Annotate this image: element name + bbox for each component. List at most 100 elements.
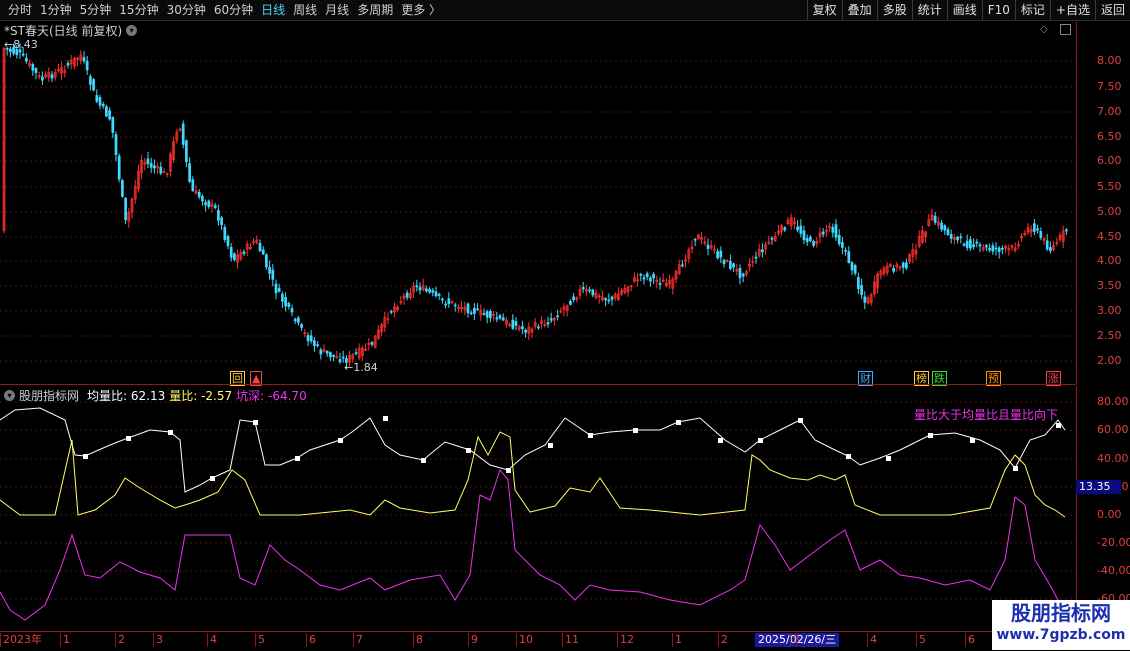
candle-body <box>325 350 329 354</box>
chevron-down-icon[interactable]: ▾ <box>126 25 138 36</box>
candle-body <box>338 359 342 363</box>
candle-body <box>207 200 211 208</box>
toolbar-button-2[interactable]: 多股 <box>876 0 912 20</box>
toolbar-button-0[interactable]: 复权 <box>806 0 842 20</box>
indicator-marker <box>718 438 723 443</box>
chart-canvas[interactable] <box>0 0 1076 631</box>
event-marker[interactable]: 财 <box>858 371 873 386</box>
candle-body <box>553 317 556 321</box>
candle-body <box>114 134 118 155</box>
candle-body <box>133 186 137 200</box>
candle-body <box>25 57 28 62</box>
period-tab-7[interactable]: 周线 <box>293 3 318 17</box>
toolbar-button-4[interactable]: 画线 <box>946 0 982 20</box>
price-tick: 3.00 <box>1097 304 1122 317</box>
candle-body <box>773 236 777 242</box>
event-marker[interactable]: 预 <box>986 371 1001 386</box>
candle-body <box>140 159 143 174</box>
candle-body <box>828 225 831 228</box>
candle-body <box>389 311 393 313</box>
candle-body <box>457 307 460 309</box>
maximize-icon[interactable] <box>1060 24 1071 35</box>
candle-body <box>735 269 739 272</box>
toolbar-button-1[interactable]: 叠加 <box>841 0 877 20</box>
event-marker[interactable]: ▲ <box>250 371 263 386</box>
candle-body <box>914 249 918 255</box>
event-marker[interactable]: 涨 <box>1046 371 1061 386</box>
date-tick: 5 <box>255 633 265 647</box>
candle-body <box>437 293 441 296</box>
event-marker[interactable]: 回 <box>230 371 245 386</box>
candle-body <box>261 249 265 255</box>
toolbar-button-3[interactable]: 统计 <box>911 0 947 20</box>
candle-body <box>949 234 953 239</box>
indicator-values: 均量比: 62.13 量比: -2.57 坑深: -64.70 <box>83 387 307 404</box>
toolbar-button-8[interactable]: 返回 <box>1094 0 1130 20</box>
candle-body <box>940 222 943 230</box>
candle-body <box>316 344 319 347</box>
period-tab-10[interactable]: 更多 〉 <box>401 3 442 17</box>
candle-body <box>809 236 812 242</box>
candle-body <box>402 295 406 299</box>
date-tick: 3 <box>790 633 800 647</box>
candle-body <box>837 235 841 245</box>
candle-body <box>98 97 102 106</box>
candle-body <box>85 60 89 71</box>
candle-body <box>860 284 863 295</box>
period-tab-2[interactable]: 5分钟 <box>79 3 112 17</box>
toolbar-button-6[interactable]: 标记 <box>1014 0 1050 20</box>
candle-body <box>994 247 998 250</box>
indicator-marker <box>295 456 300 461</box>
candle-body <box>79 54 83 61</box>
candle-body <box>373 335 377 348</box>
candle-body <box>329 352 332 358</box>
candle-body <box>482 313 486 315</box>
candle-body <box>268 267 271 274</box>
candle-body <box>489 311 492 319</box>
candle-body <box>101 103 105 107</box>
candle-body <box>1007 248 1011 251</box>
event-marker[interactable]: 榜 <box>914 371 929 386</box>
date-tick: 1 <box>60 633 70 647</box>
candle-body <box>178 128 182 131</box>
period-tab-0[interactable]: 分时 <box>8 3 33 17</box>
event-marker[interactable]: 跌 <box>932 371 947 386</box>
indicator-name: 股朋指标网 <box>19 389 80 403</box>
candle-body <box>1058 234 1062 240</box>
candle-body <box>409 292 412 299</box>
toolbar-button-5[interactable]: F10 <box>981 0 1015 20</box>
candle-body <box>191 179 195 192</box>
diamond-icon[interactable]: ◇ <box>1040 24 1048 35</box>
candle-body <box>73 57 76 67</box>
price-tick: 5.00 <box>1097 205 1122 218</box>
candle-body <box>44 74 47 78</box>
period-tab-6[interactable]: 日线 <box>261 3 286 17</box>
candle-body <box>76 57 79 60</box>
candle-body <box>604 298 607 301</box>
toolbar-button-7[interactable]: +自选 <box>1049 0 1095 20</box>
period-tab-1[interactable]: 1分钟 <box>40 3 72 17</box>
period-tab-3[interactable]: 15分钟 <box>119 3 159 17</box>
candle-body <box>18 49 22 53</box>
candle-body <box>511 319 515 329</box>
candle-body <box>31 64 35 71</box>
period-tab-8[interactable]: 月线 <box>325 3 350 17</box>
candle-body <box>713 248 716 251</box>
candle-body <box>537 326 540 329</box>
candle-body <box>975 241 979 244</box>
candle-body <box>508 324 511 327</box>
candle-body <box>229 246 233 258</box>
period-tab-9[interactable]: 多周期 <box>357 3 394 17</box>
candle-body <box>319 349 323 355</box>
candle-body <box>818 232 822 237</box>
chevron-down-icon[interactable]: ▾ <box>4 390 15 401</box>
candle-body <box>847 251 851 263</box>
panel-divider <box>0 384 1076 385</box>
candle-body <box>386 318 390 321</box>
candle-body <box>137 170 140 190</box>
candle-body <box>745 271 748 275</box>
candle-body <box>825 229 828 232</box>
candle-body <box>901 262 905 268</box>
period-tab-4[interactable]: 30分钟 <box>166 3 206 17</box>
period-tab-5[interactable]: 60分钟 <box>213 3 254 17</box>
